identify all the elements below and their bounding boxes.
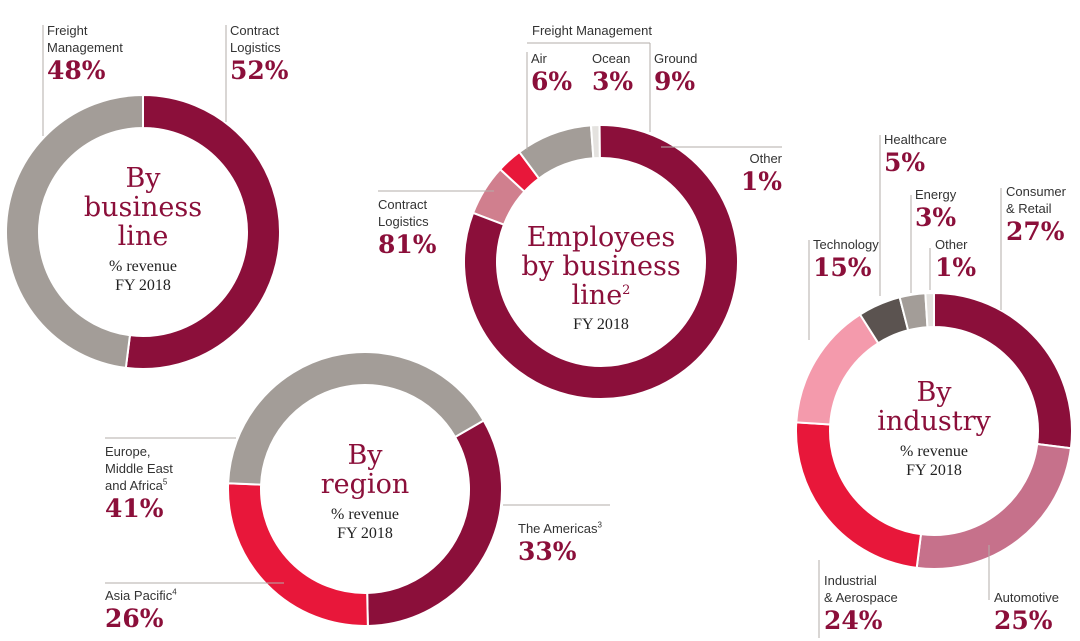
donut-employees-by-business-line	[463, 123, 739, 400]
label-healthcare-name: Healthcare	[884, 132, 947, 147]
label-emea: Europe, Middle East and Africa5 41%	[105, 443, 173, 524]
chart4-period: FY 2018	[906, 462, 962, 479]
label-ground: Ground 9%	[654, 50, 697, 97]
chart1-title: By business line	[83, 163, 203, 252]
label-consumer-retail: Consumer & Retail 27%	[1006, 183, 1066, 247]
label-other-employees-name: Other	[749, 151, 782, 166]
label-automotive-name: Automotive	[994, 590, 1060, 605]
label-consumer-retail-value: 27%	[1006, 217, 1065, 246]
chart2-center: Employees by business line2 FY 2018	[501, 223, 701, 334]
label-air-name: Air	[531, 51, 547, 66]
label-industrial-aerospace-name: Industrial & Aerospace	[824, 573, 898, 605]
label-other-employees-value: 1%	[740, 167, 782, 196]
label-freight-management-value: 48%	[47, 56, 106, 85]
label-ground-name: Ground	[654, 51, 698, 66]
label-freight-management-group: Freight Management	[532, 23, 652, 38]
label-other-industry: Other 1%	[935, 236, 976, 283]
label-americas: The Americas3 33%	[518, 520, 602, 567]
slice-freight-management	[5, 93, 144, 370]
label-contract-logistics: Contract Logistics 52%	[230, 22, 289, 86]
donut-by-industry	[795, 291, 1073, 570]
label-contract-logistics-employees-name: Contract Logistics	[378, 197, 429, 229]
label-other-employees: Other 1%	[740, 150, 782, 197]
label-freight-management-name: Freight Management	[47, 23, 123, 55]
label-air: Air 6%	[531, 50, 572, 97]
label-technology: Technology 15%	[813, 236, 879, 283]
label-asia-pacific-name: Asia Pacific4	[105, 587, 177, 603]
label-energy-value: 3%	[915, 203, 957, 232]
donut-by-region	[227, 351, 503, 627]
label-automotive: Automotive 25%	[994, 589, 1059, 636]
slice-contract-logistics	[463, 124, 739, 400]
slice-other	[924, 291, 935, 329]
label-other-industry-value: 1%	[935, 253, 977, 282]
slice-other	[589, 123, 601, 160]
label-industrial-aerospace-value: 24%	[824, 606, 883, 635]
label-asia-pacific-value: 26%	[105, 604, 164, 633]
label-ground-value: 9%	[654, 67, 696, 96]
chart1-center: By business line % revenue FY 2018	[63, 164, 223, 295]
label-ocean-name: Ocean	[592, 51, 631, 66]
label-ocean: Ocean 3%	[592, 50, 633, 97]
label-healthcare-value: 5%	[884, 148, 926, 177]
chart4-subtitle: % revenue	[900, 443, 968, 460]
label-industrial-aerospace: Industrial & Aerospace 24%	[824, 572, 898, 636]
chart4-title: By industry	[877, 377, 991, 437]
label-healthcare: Healthcare 5%	[884, 131, 947, 178]
slice-europe-middle-east-and-africa	[227, 351, 486, 486]
chart3-subtitle: % revenue	[331, 506, 399, 523]
label-contract-logistics-name: Contract Logistics	[230, 23, 281, 55]
label-energy-name: Energy	[915, 187, 957, 202]
chart3-center: By region % revenue FY 2018	[284, 441, 446, 543]
label-asia-pacific: Asia Pacific4 26%	[105, 587, 177, 634]
label-contract-logistics-employees: Contract Logistics 81%	[378, 196, 437, 260]
chart1-subtitle: % revenue	[109, 258, 177, 275]
label-contract-logistics-employees-value: 81%	[378, 230, 437, 259]
chart4-center: By industry % revenue FY 2018	[853, 378, 1015, 480]
label-emea-name: Europe, Middle East and Africa5	[105, 444, 173, 493]
label-americas-value: 33%	[518, 537, 577, 566]
slice-contract-logistics	[124, 93, 281, 370]
donut-by-business-line	[5, 93, 281, 370]
label-air-value: 6%	[531, 67, 573, 96]
label-freight-management: Freight Management 48%	[47, 22, 123, 86]
label-energy: Energy 3%	[915, 186, 956, 233]
chart2-period: FY 2018	[573, 316, 629, 333]
chart3-period: FY 2018	[337, 525, 393, 542]
label-other-industry-name: Other	[935, 237, 968, 252]
label-technology-value: 15%	[813, 253, 872, 282]
label-ocean-value: 3%	[592, 67, 634, 96]
label-emea-value: 41%	[105, 494, 164, 523]
label-technology-name: Technology	[813, 237, 879, 252]
chart2-title-footnote: 2	[622, 283, 631, 298]
label-consumer-retail-name: Consumer & Retail	[1006, 184, 1066, 216]
chart2-title: Employees by business line2	[521, 222, 681, 311]
label-americas-name: The Americas3	[518, 520, 602, 536]
label-contract-logistics-value: 52%	[230, 56, 289, 85]
label-automotive-value: 25%	[994, 606, 1053, 635]
chart3-title: By region	[320, 440, 410, 500]
chart1-period: FY 2018	[115, 277, 171, 294]
